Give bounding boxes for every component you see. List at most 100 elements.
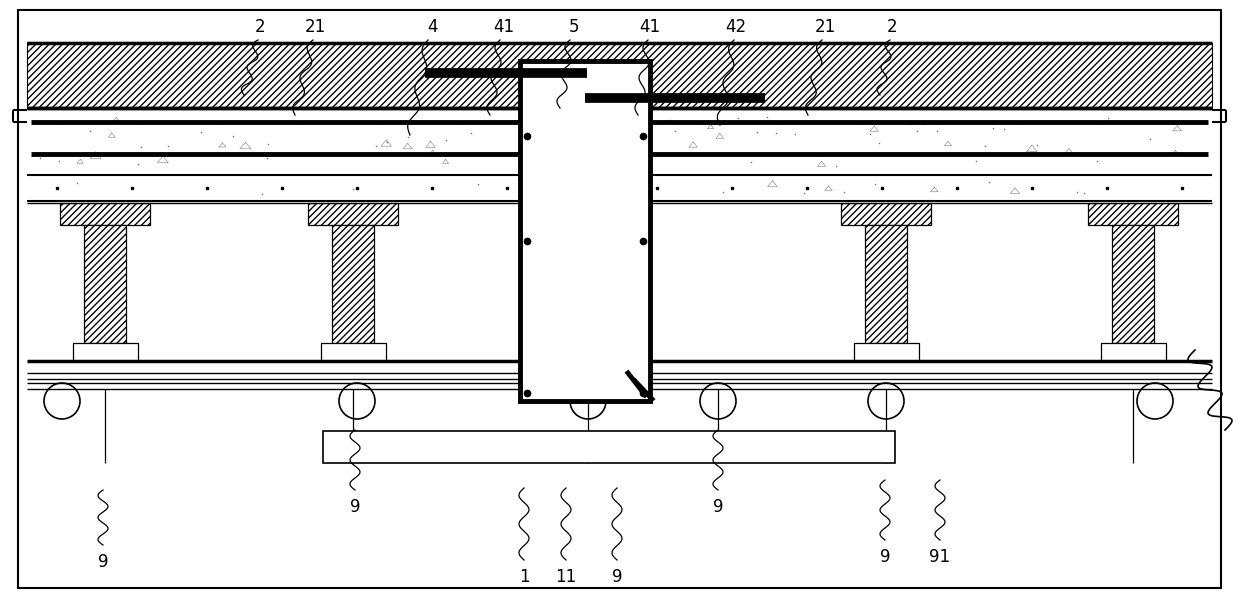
Text: 42: 42 (726, 18, 747, 36)
Point (1074, 188, 1094, 198)
Point (659, 115, 679, 125)
Point (901, 120, 921, 129)
Point (223, 131, 243, 141)
Text: 1: 1 (519, 568, 529, 586)
Bar (1100, 343, 1166, 361)
Point (159, 142, 178, 151)
Bar (59, 203, 150, 225)
Point (631, 180, 650, 189)
Point (712, 187, 732, 197)
Point (580, 283, 600, 293)
Point (1027, 140, 1047, 150)
Point (565, 322, 585, 331)
Point (834, 187, 854, 197)
Point (367, 141, 387, 151)
Bar (332, 225, 374, 343)
Point (67, 178, 87, 188)
Point (561, 227, 581, 237)
Point (129, 159, 149, 169)
Text: 2: 2 (887, 18, 897, 36)
Point (994, 124, 1014, 134)
Bar (323, 431, 895, 463)
Point (258, 139, 278, 149)
Point (1088, 156, 1108, 166)
Bar (309, 203, 398, 225)
Point (436, 135, 456, 145)
Point (907, 126, 927, 136)
Point (558, 225, 577, 234)
Point (983, 124, 1002, 133)
Point (377, 138, 396, 147)
Point (343, 184, 363, 194)
Text: 9: 9 (349, 498, 361, 516)
Point (621, 332, 641, 341)
Point (927, 126, 947, 136)
Bar (27, 175, 1212, 201)
Point (979, 177, 999, 186)
Point (813, 151, 833, 160)
Point (545, 227, 565, 236)
Bar (1111, 225, 1154, 343)
Point (529, 310, 549, 319)
Point (757, 112, 777, 122)
Bar (73, 343, 138, 361)
Bar (520, 61, 650, 401)
Point (1067, 187, 1087, 197)
Point (747, 127, 767, 137)
Point (794, 188, 814, 198)
Point (1098, 113, 1118, 123)
Bar (84, 225, 126, 343)
Point (627, 345, 647, 355)
Point (966, 156, 986, 166)
Text: 41: 41 (493, 18, 514, 36)
Text: 9: 9 (612, 568, 622, 586)
Point (865, 178, 885, 188)
Text: 41: 41 (639, 18, 660, 36)
Bar (27, 108, 1212, 175)
Point (591, 273, 611, 282)
Text: 9: 9 (880, 548, 891, 566)
Point (256, 153, 276, 163)
Point (30, 153, 50, 163)
Point (534, 216, 554, 226)
Point (601, 341, 621, 350)
Point (605, 219, 624, 229)
Point (79, 127, 99, 136)
Point (624, 124, 644, 133)
Bar (321, 343, 385, 361)
Point (523, 136, 543, 146)
Point (398, 132, 418, 142)
Text: 9: 9 (712, 498, 724, 516)
Point (631, 263, 650, 272)
Point (468, 180, 488, 189)
Point (551, 198, 571, 208)
Point (585, 230, 605, 239)
Text: 5: 5 (569, 18, 580, 36)
Point (1140, 135, 1160, 144)
Point (826, 162, 846, 171)
Point (593, 137, 613, 147)
Text: 21: 21 (305, 18, 326, 36)
Point (538, 257, 558, 267)
Point (623, 193, 643, 203)
Point (541, 113, 561, 123)
Point (914, 119, 934, 129)
Point (546, 278, 566, 287)
Point (608, 131, 628, 141)
Bar (841, 203, 930, 225)
Bar (520, 61, 650, 129)
Text: 9: 9 (98, 553, 108, 571)
Point (577, 212, 597, 221)
Point (786, 129, 805, 138)
Point (860, 129, 880, 139)
Point (766, 128, 786, 138)
Point (624, 144, 644, 153)
Text: 91: 91 (929, 548, 950, 566)
Point (590, 366, 610, 376)
Point (545, 252, 565, 261)
Point (727, 114, 747, 123)
Text: 21: 21 (814, 18, 835, 36)
Text: 11: 11 (555, 568, 576, 586)
Point (541, 185, 561, 194)
Bar (1088, 203, 1178, 225)
